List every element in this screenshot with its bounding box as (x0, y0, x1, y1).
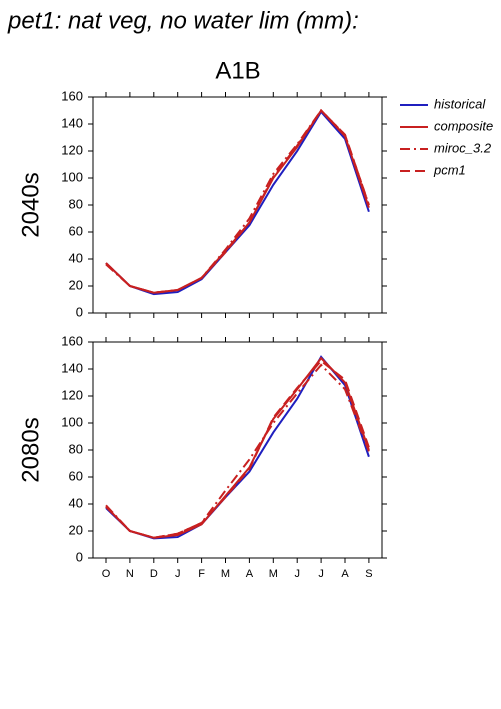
chart-subtitle: A1B (215, 57, 260, 84)
x-tick-label: F (198, 568, 205, 580)
y-tick-label: 60 (69, 468, 83, 483)
y-tick-label: 0 (76, 549, 83, 564)
y-tick-label: 160 (61, 88, 83, 103)
x-tick-label: S (365, 568, 372, 580)
x-tick-label: J (318, 568, 324, 580)
y-tick-label: 140 (61, 115, 83, 130)
y-tick-label: 100 (61, 414, 83, 429)
x-tick-label: D (150, 568, 158, 580)
legend-label: miroc_3.2 (434, 140, 492, 155)
legend-label: pcm1 (433, 162, 466, 177)
y-tick-label: 20 (69, 277, 83, 292)
y-tick-label: 60 (69, 223, 83, 238)
series-line (105, 108, 370, 294)
y-tick-label: 160 (61, 333, 83, 348)
x-tick-label: J (294, 568, 300, 580)
y-tick-label: 120 (61, 142, 83, 157)
y-tick-label: 80 (69, 441, 83, 456)
x-tick-label: O (102, 568, 111, 580)
series-line (105, 355, 370, 540)
y-axis-label: 2040s (17, 172, 44, 237)
series-line (105, 363, 370, 539)
series-line (105, 108, 370, 294)
y-tick-label: 140 (61, 360, 83, 375)
x-tick-label: M (269, 568, 278, 580)
y-tick-label: 80 (69, 196, 83, 211)
y-tick-label: 0 (76, 304, 83, 319)
x-tick-label: N (126, 568, 134, 580)
x-tick-label: A (341, 568, 349, 580)
y-tick-label: 120 (61, 387, 83, 402)
legend-label: composite (434, 118, 493, 133)
series-line (105, 110, 370, 296)
series-line (105, 108, 370, 294)
series-line (105, 359, 370, 539)
y-tick-label: 20 (69, 522, 83, 537)
y-tick-label: 100 (61, 169, 83, 184)
legend-label: historical (434, 96, 486, 111)
x-tick-label: M (221, 568, 230, 580)
y-tick-label: 40 (69, 250, 83, 265)
y-tick-label: 40 (69, 495, 83, 510)
y-axis-label: 2080s (17, 417, 44, 482)
x-tick-label: J (175, 568, 181, 580)
chart-title: pet1: nat veg, no water lim (mm): (7, 7, 359, 34)
series-line (105, 356, 370, 539)
x-tick-label: A (246, 568, 254, 580)
